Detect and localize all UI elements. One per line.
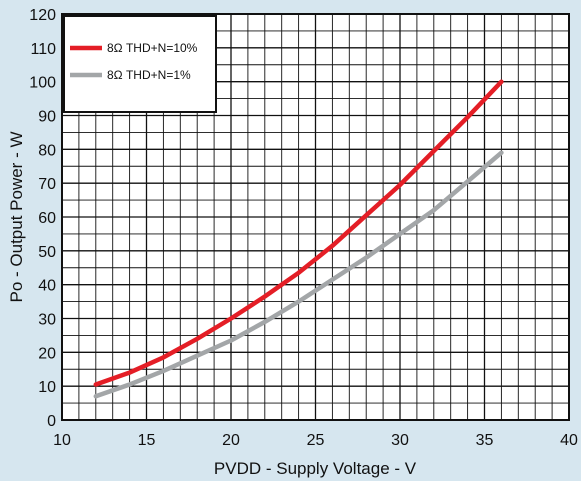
y-tick-label: 100 [29,75,56,92]
x-tick-label: 10 [53,432,71,449]
x-tick-label: 20 [222,432,240,449]
y-tick-label: 110 [30,41,56,58]
y-tick-label: 60 [38,210,56,227]
y-tick-label: 70 [38,176,56,193]
legend-label: 8Ω THD+N=1% [107,68,191,82]
y-tick-label: 10 [38,379,56,396]
y-tick-label: 120 [29,7,56,24]
y-tick-label: 0 [47,413,56,430]
x-tick-label: 25 [307,432,325,449]
y-tick-label: 50 [38,244,56,261]
x-tick-label: 40 [560,432,578,449]
legend: 8Ω THD+N=10% 8Ω THD+N=1% [64,16,216,112]
x-tick-label: 35 [476,432,494,449]
y-tick-label: 80 [38,142,56,159]
y-tick-label: 90 [38,109,56,126]
y-tick-label: 40 [38,278,56,295]
legend-box [64,16,216,112]
y-axis-title: Po - Output Power - W [7,132,26,303]
y-tick-label: 20 [38,345,56,362]
y-tick-label: 30 [38,312,56,329]
x-tick-label: 30 [391,432,409,449]
x-axis-title: PVDD - Supply Voltage - V [214,459,417,478]
x-tick-label: 15 [138,432,156,449]
legend-label: 8Ω THD+N=10% [107,41,198,55]
